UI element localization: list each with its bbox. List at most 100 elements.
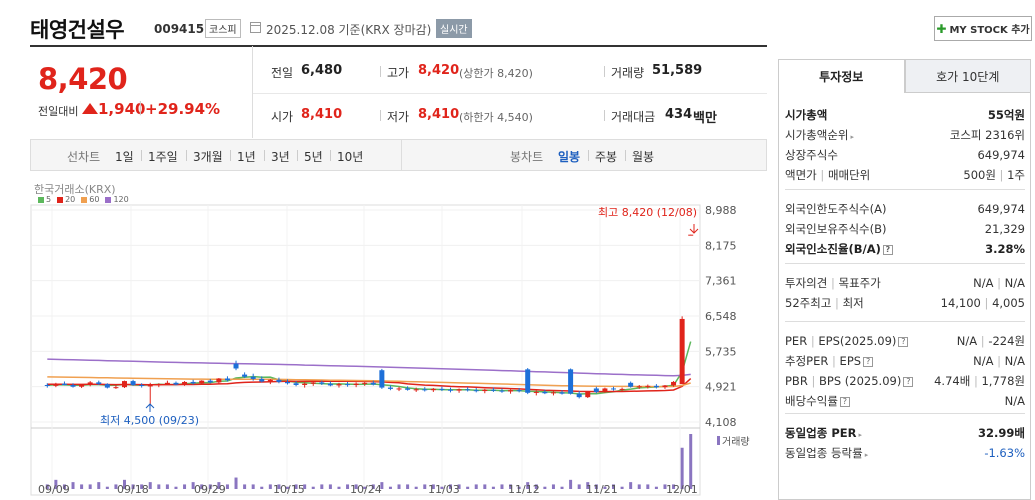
help-icon[interactable]: ? bbox=[903, 376, 914, 387]
help-icon[interactable]: ? bbox=[882, 244, 893, 255]
period-1w[interactable]: 1주일 bbox=[148, 150, 178, 164]
divider: | bbox=[993, 276, 1005, 290]
header-divider bbox=[30, 45, 767, 47]
candle-body bbox=[216, 378, 222, 383]
divider: | bbox=[138, 100, 143, 116]
candle-body bbox=[87, 382, 93, 385]
arrow-right-icon: ▸ bbox=[850, 133, 854, 141]
volume-bar bbox=[191, 482, 195, 489]
x-tick-label: 11/12 bbox=[508, 483, 540, 496]
volume-bar bbox=[105, 486, 109, 489]
volume-bar bbox=[646, 484, 650, 489]
candle-body bbox=[525, 369, 531, 393]
panel-body: 시가총액 55억원 시가총액순위 ▸ 코스피 2316위 상장주식수 649,974 액면가 … bbox=[778, 93, 1031, 500]
info-label[interactable]: 동일업종 PER ▸ bbox=[785, 426, 862, 440]
divider: | bbox=[993, 354, 1005, 368]
candle-body bbox=[362, 382, 368, 384]
candle-body bbox=[430, 388, 436, 391]
info-label[interactable]: 추정PER | EPS? bbox=[785, 353, 874, 369]
arrow-right-icon: ▸ bbox=[858, 431, 862, 439]
info-label[interactable]: 동일업종 등락률 ▸ bbox=[785, 446, 869, 460]
candle-daily[interactable]: 일봉 bbox=[558, 150, 581, 164]
info-label-secondary: EPS bbox=[839, 354, 862, 368]
high-value: 8,420 bbox=[418, 63, 460, 78]
volume-bar bbox=[449, 484, 452, 489]
candle-body bbox=[379, 370, 385, 388]
info-row: 투자의견 | 목표주가 N/A | N/A bbox=[785, 273, 1025, 293]
divider: | bbox=[828, 354, 840, 368]
info-label-secondary: 매매단위 bbox=[827, 168, 871, 182]
candle-body bbox=[250, 376, 256, 379]
volume-bar bbox=[148, 482, 152, 489]
base-date: 2025.12.08 기준(KRX 장마감) bbox=[266, 23, 432, 37]
candle-body bbox=[310, 382, 316, 384]
section-divider bbox=[785, 263, 1025, 264]
info-label[interactable]: 시가총액순위 ▸ bbox=[785, 128, 854, 142]
volume-label: 거래량 bbox=[611, 66, 645, 80]
candle-body bbox=[619, 388, 625, 390]
info-label[interactable]: PER | EPS(2025.09)? bbox=[785, 334, 909, 348]
chart-frame bbox=[30, 204, 701, 496]
tab-invest-info[interactable]: 투자정보 bbox=[778, 59, 905, 93]
info-row: PER | EPS(2025.09)? N/A | -224원 bbox=[785, 331, 1025, 351]
period-1d[interactable]: 1일 bbox=[115, 150, 134, 164]
candle-weekly[interactable]: 주봉 bbox=[595, 150, 618, 164]
add-mystock-button[interactable]: ✚ MY STOCK 추가 bbox=[934, 16, 1032, 41]
period-10y[interactable]: 10년 bbox=[337, 150, 364, 164]
candle-body bbox=[96, 382, 102, 385]
volume-bar bbox=[654, 486, 658, 489]
candle-body bbox=[336, 384, 342, 386]
volume-bar bbox=[123, 479, 126, 489]
help-icon[interactable]: ? bbox=[898, 336, 909, 347]
info-label: 상장주식수 bbox=[785, 148, 838, 162]
low-annotation: 최저 4,500 (09/23) bbox=[100, 414, 199, 427]
period-5y[interactable]: 5년 bbox=[304, 150, 323, 164]
divider bbox=[186, 150, 187, 161]
current-price: 8,420 bbox=[38, 62, 128, 96]
divider bbox=[230, 150, 231, 161]
divider bbox=[330, 150, 331, 161]
info-label[interactable]: 외국인소진율(B/A)? bbox=[785, 241, 893, 257]
candle-body bbox=[448, 389, 453, 391]
volume-bar bbox=[337, 486, 341, 489]
info-label[interactable]: 배당수익률? bbox=[785, 393, 850, 409]
volume-bar bbox=[88, 484, 92, 489]
candle-body bbox=[319, 382, 325, 384]
info-value-secondary: N/A bbox=[1004, 276, 1025, 290]
info-row: 동일업종 등락률 ▸ -1.63% bbox=[785, 443, 1025, 463]
info-value-secondary: 1,778원 bbox=[981, 374, 1025, 388]
volume-bar bbox=[71, 482, 75, 489]
candle-body bbox=[199, 380, 205, 384]
divider: | bbox=[831, 296, 843, 310]
change-label: 전일대비 bbox=[38, 105, 79, 118]
help-icon[interactable]: ? bbox=[839, 396, 850, 407]
volume-bar bbox=[183, 484, 187, 489]
candle-monthly[interactable]: 월봉 bbox=[632, 150, 655, 164]
candle-body bbox=[593, 388, 599, 392]
realtime-badge[interactable]: 실시간 bbox=[436, 19, 472, 38]
period-3y[interactable]: 3년 bbox=[271, 150, 290, 164]
candle-body bbox=[147, 385, 153, 387]
price-chart[interactable]: 8,988 8,175 7,361 6,548 5,735 4,921 4,108 09/09… bbox=[0, 0, 770, 500]
period-1y[interactable]: 1년 bbox=[237, 150, 256, 164]
candle-body bbox=[508, 390, 514, 392]
volume-bar bbox=[594, 484, 598, 489]
tab-orderbook[interactable]: 호가 10단계 bbox=[904, 59, 1031, 93]
volume-bar bbox=[114, 484, 118, 489]
volume-bar bbox=[388, 486, 392, 489]
volume-bar bbox=[457, 484, 461, 489]
volume-bar bbox=[217, 482, 221, 489]
y-tick-label: 4,921 bbox=[705, 381, 737, 394]
x-tick-label: 11/21 bbox=[586, 483, 618, 496]
volume-bar bbox=[663, 484, 667, 489]
ma-legend: 5 20 60 120 bbox=[38, 195, 129, 204]
info-label[interactable]: PBR | BPS (2025.09)? bbox=[785, 374, 914, 388]
info-value: N/A | N/A bbox=[973, 354, 1025, 368]
divider bbox=[141, 150, 142, 161]
high-arrow-icon bbox=[689, 224, 699, 234]
candle-body bbox=[516, 390, 522, 392]
chart-source: 한국거래소(KRX) bbox=[34, 183, 116, 196]
period-3m[interactable]: 3개월 bbox=[193, 150, 223, 164]
volume-bar bbox=[672, 484, 676, 489]
help-icon[interactable]: ? bbox=[863, 356, 874, 367]
